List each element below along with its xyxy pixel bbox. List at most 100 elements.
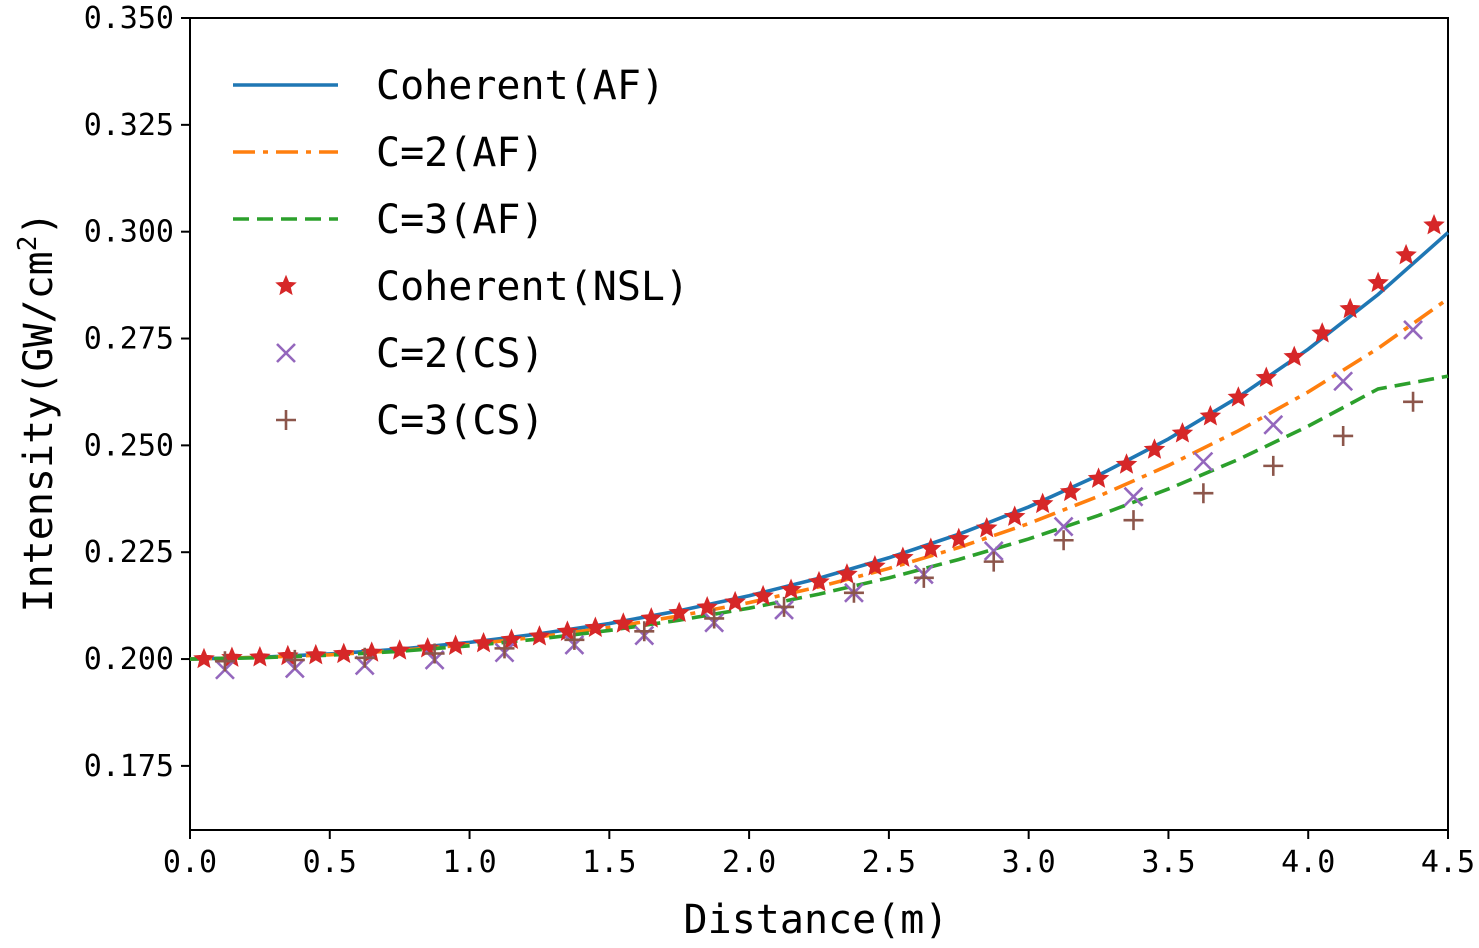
data-point (494, 638, 515, 659)
y-axis-title-tail: ) (16, 212, 62, 236)
data-point (1311, 322, 1333, 343)
y-tick-label: 0.250 (84, 428, 174, 463)
data-point (444, 634, 467, 655)
data-point (1143, 438, 1166, 459)
y-axis-title-superscript: 2 (13, 236, 43, 252)
y-tick-label: 0.300 (84, 215, 174, 250)
data-point (808, 570, 830, 592)
data-point (1263, 414, 1284, 435)
data-point (913, 567, 934, 588)
data-point (920, 537, 942, 558)
data-point (983, 541, 1004, 561)
data-point (1283, 345, 1306, 367)
series-line (189, 374, 1449, 661)
legend-label: C=2(AF) (376, 130, 545, 176)
data-point (780, 578, 802, 599)
data-point (424, 643, 445, 664)
data-point (1199, 405, 1222, 426)
legend-swatch (276, 410, 296, 430)
x-tick-label: 3.5 (1141, 845, 1195, 880)
y-tick-label: 0.275 (84, 322, 174, 357)
data-point (332, 642, 355, 664)
data-point (752, 584, 774, 606)
legend-label: Coherent(AF) (376, 63, 665, 109)
y-axis-title-main: Intensity(GW/cm (16, 251, 62, 612)
data-point (1087, 467, 1110, 488)
data-point (1263, 455, 1284, 476)
legend: Coherent(AF) C=2(AF) C=3(AF) Coherent(NSL) C… (233, 63, 689, 444)
data-point (696, 596, 718, 617)
data-point (704, 608, 725, 629)
x-tick-label: 0.5 (303, 845, 357, 880)
legend-swatch (276, 343, 296, 363)
x-tick-label: 2.0 (722, 845, 776, 880)
y-tick-label: 0.175 (84, 749, 174, 784)
data-point (836, 563, 858, 584)
legend-item: C=2(AF) (233, 130, 545, 176)
data-point (892, 546, 914, 567)
data-point (472, 631, 495, 653)
y-tick-label: 0.325 (84, 108, 174, 143)
data-point (774, 596, 795, 617)
legend-item: C=2(CS) (276, 331, 545, 377)
data-point (668, 601, 690, 623)
y-axis-ticks: 0.175 0.200 0.225 0.250 0.275 0.300 0.325 0.350 (84, 1, 190, 784)
data-point (1395, 243, 1417, 265)
legend-label: C=2(CS) (376, 331, 545, 377)
legend-item: C=3(CS) (276, 398, 545, 444)
data-point (1193, 451, 1214, 472)
data-point (214, 651, 235, 672)
data-point (1059, 480, 1082, 502)
data-point (1333, 425, 1354, 446)
x-tick-label: 0.0 (163, 845, 217, 880)
plot-frame (189, 17, 1449, 831)
data-point (1123, 510, 1144, 531)
x-tick-label: 1.5 (582, 845, 636, 880)
legend-label: Coherent(NSL) (376, 264, 689, 310)
data-point (1333, 371, 1354, 392)
data-point (354, 647, 375, 668)
x-tick-label: 1.0 (442, 845, 496, 880)
data-point (249, 646, 271, 667)
data-point (1123, 486, 1144, 507)
data-point (1339, 297, 1361, 319)
data-point (1423, 213, 1445, 235)
data-point (1053, 530, 1074, 551)
y-tick-label: 0.350 (84, 1, 174, 36)
data-point (1367, 271, 1389, 293)
data-point (1171, 422, 1194, 443)
x-axis-ticks: 0.0 0.5 1.0 1.5 2.0 2.5 3.0 3.5 4.0 4.5 (163, 830, 1475, 880)
data-point (1227, 386, 1250, 407)
legend-swatch (275, 274, 297, 296)
series-layer (189, 213, 1450, 680)
x-tick-label: 3.0 (1002, 845, 1056, 880)
data-point (1031, 492, 1054, 514)
data-point (1403, 391, 1424, 412)
y-tick-label: 0.200 (84, 642, 174, 677)
x-tick-label: 4.5 (1421, 845, 1475, 880)
data-point (640, 607, 663, 628)
data-point (634, 621, 655, 642)
data-point (388, 639, 411, 660)
y-axis-title: Intensity(GW/cm2) (13, 212, 62, 613)
legend-item: Coherent(NSL) (275, 264, 689, 310)
data-point (1053, 516, 1074, 537)
y-tick-label: 0.225 (84, 535, 174, 570)
data-point (305, 643, 327, 665)
data-point (284, 649, 305, 670)
data-point (584, 616, 607, 637)
data-point (1003, 505, 1026, 526)
data-point (948, 527, 970, 549)
legend-label: C=3(CS) (376, 398, 545, 444)
legend-item: C=3(AF) (233, 197, 545, 243)
data-point (1193, 483, 1214, 504)
data-point (864, 555, 886, 576)
data-point (1403, 320, 1423, 340)
legend-item: Coherent(AF) (233, 63, 665, 109)
data-point (193, 647, 215, 669)
data-point (612, 612, 635, 633)
data-point (1255, 366, 1278, 387)
x-axis-title: Distance(m) (684, 897, 949, 943)
data-point (843, 582, 864, 603)
x-tick-label: 4.0 (1281, 845, 1335, 880)
